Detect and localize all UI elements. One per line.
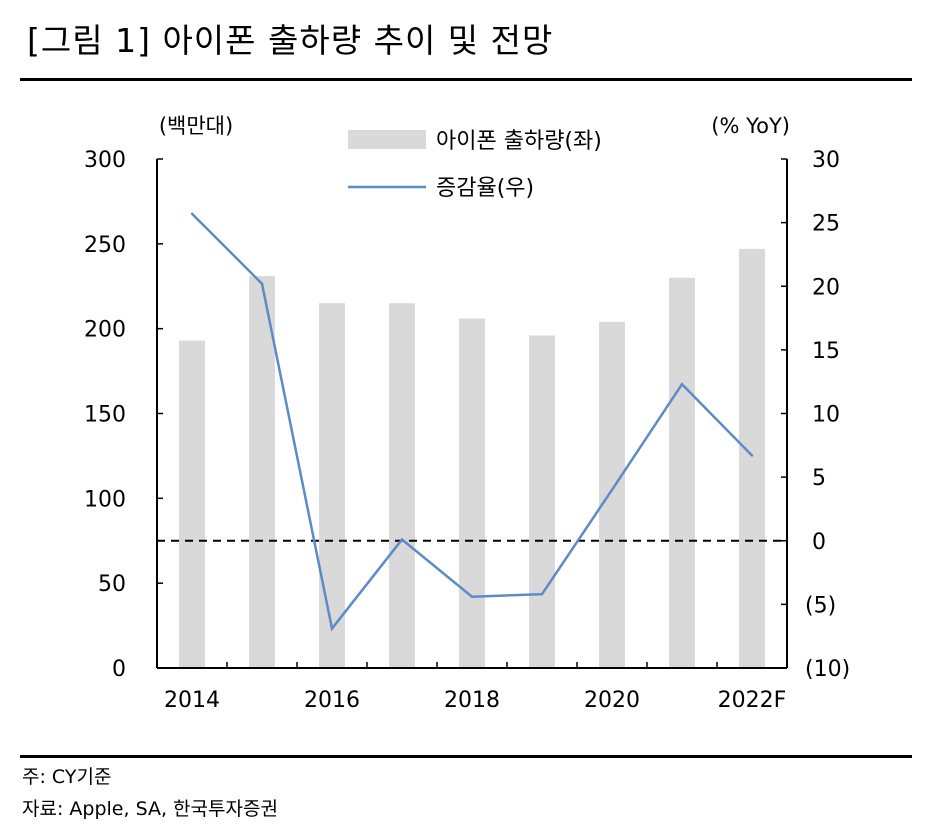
bar-2014 xyxy=(179,340,205,668)
note-source: 자료: Apple, SA, 한국투자증권 xyxy=(22,798,278,820)
left-tick-label: 100 xyxy=(84,487,126,512)
right-tick-label: 25 xyxy=(812,212,840,237)
x-tick-label: 2018 xyxy=(444,688,500,713)
growth-point-2018 xyxy=(470,595,474,598)
x-tick-label: 2016 xyxy=(304,688,360,713)
legend-line-label: 증감율(우) xyxy=(436,176,534,201)
right-tick-label: 10 xyxy=(812,403,840,428)
left-tick-label: 0 xyxy=(112,657,126,682)
right-tick-label: 30 xyxy=(812,148,840,173)
bar-2019 xyxy=(529,335,555,668)
left-axis-unit: (백만대) xyxy=(159,114,233,138)
x-tick-label: 2014 xyxy=(164,688,220,713)
right-tick-label: 20 xyxy=(812,275,840,300)
bottom-rule xyxy=(20,755,912,758)
bar-2017 xyxy=(389,303,415,668)
line-series xyxy=(190,212,754,632)
x-tick-label: 2022F xyxy=(718,688,787,713)
bar-2020 xyxy=(599,321,625,668)
growth-point-2022F xyxy=(750,454,754,457)
legend: 아이폰 출하량(좌) 증감율(우) xyxy=(348,129,602,201)
legend-bar-label: 아이폰 출하량(좌) xyxy=(436,129,602,154)
tick-labels: 0 50 100 150 200 250 300 (10) (5) 0 5 10 15 20 25 30 201… xyxy=(84,114,850,713)
right-tick-label: (10) xyxy=(805,657,850,682)
growth-point-2014 xyxy=(190,212,194,215)
left-tick-label: 200 xyxy=(84,318,126,343)
x-tick-label: 2020 xyxy=(584,688,640,713)
note-basis: 주: CY기준 xyxy=(22,766,112,788)
bar-series xyxy=(179,248,765,668)
axes xyxy=(156,158,788,669)
top-rule xyxy=(20,78,912,81)
left-tick-label: 250 xyxy=(84,233,126,258)
right-tick-label: (5) xyxy=(805,593,836,618)
growth-point-2017 xyxy=(400,538,404,541)
right-axis-unit: (% YoY) xyxy=(711,114,790,138)
left-tick-label: 300 xyxy=(84,148,126,173)
chart-svg: 0 50 100 150 200 250 300 (10) (5) 0 5 10 15 20 25 30 201… xyxy=(84,114,850,713)
right-tick-label: 0 xyxy=(812,530,826,555)
left-tick-label: 150 xyxy=(84,403,126,428)
growth-point-2020 xyxy=(610,488,614,492)
growth-point-2019 xyxy=(540,592,544,596)
right-tick-label: 5 xyxy=(812,466,826,491)
bar-2015 xyxy=(249,276,275,668)
right-tick-label: 15 xyxy=(812,339,840,364)
legend-bar-swatch xyxy=(348,130,426,149)
growth-point-2021 xyxy=(680,383,684,386)
bar-2016 xyxy=(319,303,345,668)
growth-point-2015 xyxy=(260,282,264,285)
bar-2018 xyxy=(459,318,485,668)
figure-title: [그림 1] 아이폰 출하량 추이 및 전망 xyxy=(27,21,554,60)
bar-2022F xyxy=(739,248,765,668)
growth-point-2016 xyxy=(330,627,334,630)
left-tick-label: 50 xyxy=(98,572,126,597)
bar-2021 xyxy=(669,277,695,668)
